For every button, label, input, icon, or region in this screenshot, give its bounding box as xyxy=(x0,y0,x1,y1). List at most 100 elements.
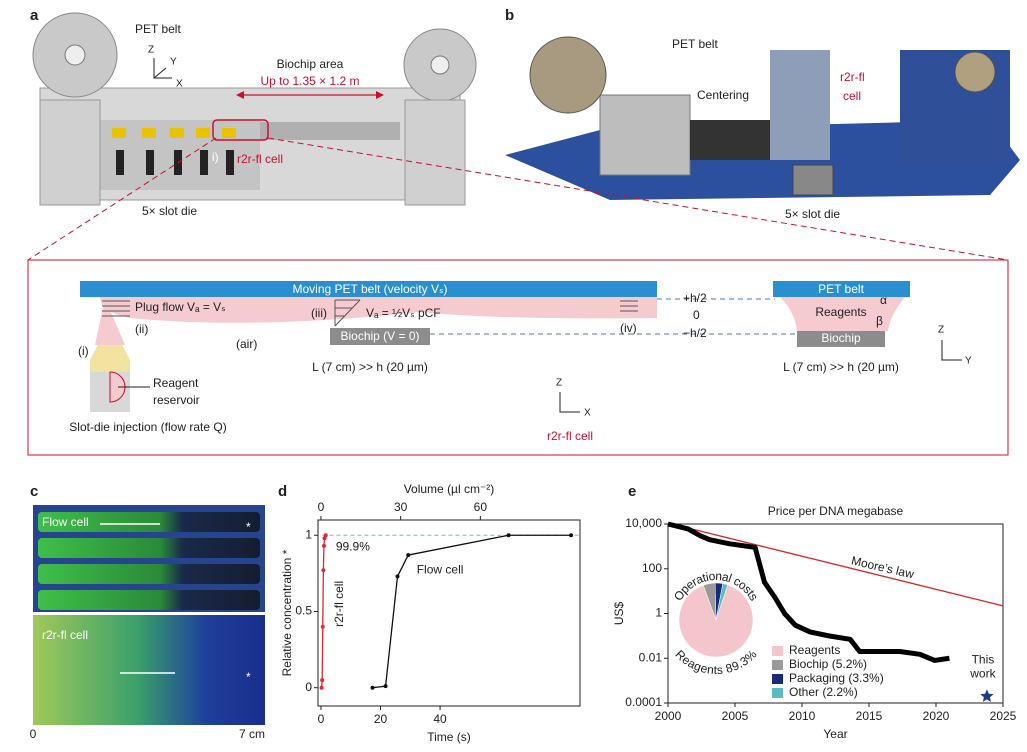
label: 5× slot die xyxy=(142,204,197,218)
this-work-label: This xyxy=(972,652,995,666)
label: * xyxy=(246,670,251,684)
y-tick-label: 0.0001 xyxy=(625,695,662,709)
axis-glyph-label: Y xyxy=(965,356,972,367)
annotation: 99.9% xyxy=(336,539,370,553)
label: Moving PET belt (velocity Vₛ) xyxy=(293,282,448,296)
connector xyxy=(267,137,1009,261)
scale-label: 7 cm xyxy=(239,727,265,741)
x-tick-label: 2015 xyxy=(856,709,883,723)
axis-glyph-label: X xyxy=(176,79,183,90)
series-label: Flow cell xyxy=(417,562,464,576)
scale-label: 0 xyxy=(30,727,37,741)
axis-glyph-label: X xyxy=(584,408,591,419)
y-tick-label: 0 xyxy=(305,680,312,694)
point xyxy=(406,553,411,558)
label: Slot-die injection (flow rate Q) xyxy=(69,420,226,434)
this-work-star xyxy=(980,689,994,702)
pie-slice xyxy=(715,583,729,621)
photo-c xyxy=(33,505,265,725)
label: Reagents xyxy=(815,305,866,319)
panel-label: c xyxy=(30,483,38,500)
x-tick-label: 20 xyxy=(374,712,388,726)
panel-label: e xyxy=(628,483,636,500)
series-line xyxy=(372,534,572,689)
pie-slice xyxy=(678,584,754,658)
plot-frame xyxy=(317,519,581,707)
photo-a xyxy=(32,12,477,206)
point xyxy=(320,678,325,683)
photo-b xyxy=(505,36,1020,200)
axis-glyph-label: Z xyxy=(938,325,944,336)
x2-tick-label: 0 xyxy=(318,500,325,514)
x-axis-title: Time (s) xyxy=(427,730,471,744)
x-axis-title: Year xyxy=(823,727,847,741)
x-tick-label: 0 xyxy=(318,712,325,726)
label: (i) xyxy=(78,344,89,358)
x-tick-label: 2025 xyxy=(990,709,1017,723)
label: (air) xyxy=(236,337,257,351)
label: Plug flow Vₐ = Vₛ xyxy=(135,300,226,314)
side-biochip xyxy=(797,331,885,347)
x2-axis-title: Volume (µl cm⁻²) xyxy=(404,482,495,496)
label: (iv) xyxy=(620,321,637,335)
label: reservoir xyxy=(153,393,200,407)
label: Biochip area xyxy=(277,57,344,71)
legend-swatch xyxy=(772,688,783,698)
point xyxy=(320,624,325,629)
label: Flow cell xyxy=(42,515,89,529)
panel-label: b xyxy=(505,7,514,24)
y-tick-label: 100 xyxy=(642,561,662,575)
point xyxy=(321,543,326,548)
legend-label: Biochip (5.2%) xyxy=(789,657,867,671)
label: r2r-fl cell xyxy=(237,152,283,166)
point xyxy=(506,533,511,538)
x2-tick-label: 30 xyxy=(394,500,408,514)
axis-glyph-label: Y xyxy=(170,57,177,68)
legend-swatch xyxy=(772,646,783,656)
axes-glyphs xyxy=(153,58,962,413)
y-tick-label: 1 xyxy=(305,527,312,541)
point xyxy=(370,685,375,690)
legend-swatch xyxy=(772,660,783,670)
label: L (7 cm) >> h (20 µm) xyxy=(312,360,428,374)
flow-arrows xyxy=(102,299,638,327)
label: L (7 cm) >> h (20 µm) xyxy=(783,360,899,374)
x2-tick-label: 60 xyxy=(474,500,488,514)
x-tick-label: 2010 xyxy=(789,709,816,723)
label: Up to 1.35 × 1.2 m xyxy=(260,74,359,88)
biochip xyxy=(330,328,430,345)
x-tick-label: 2020 xyxy=(923,709,950,723)
x-tick-label: 2005 xyxy=(722,709,749,723)
axis-glyph-label: Z xyxy=(556,378,562,389)
series-line xyxy=(320,535,327,688)
legend-swatch xyxy=(772,674,783,684)
belt xyxy=(80,281,657,297)
label: r2r-fl cell xyxy=(547,429,593,443)
y-tick-label: 10,000 xyxy=(625,516,662,530)
point xyxy=(321,568,326,573)
reagent-film xyxy=(100,297,657,323)
axis-glyph-label: Z xyxy=(148,45,154,56)
point xyxy=(323,533,328,538)
point xyxy=(395,574,400,579)
label: Centering xyxy=(697,88,749,102)
injection-stream xyxy=(95,298,125,345)
label: Reagent xyxy=(153,376,199,390)
label: i) xyxy=(212,150,219,164)
label: PET belt xyxy=(672,37,718,51)
y-axis-title: US$ xyxy=(612,602,626,626)
legend-label: Packaging (3.3%) xyxy=(789,671,884,685)
slot-die-head xyxy=(90,345,130,372)
label: * xyxy=(246,520,251,534)
panel-label: a xyxy=(30,7,39,24)
this-work-label: work xyxy=(969,666,996,680)
label: α xyxy=(880,293,887,307)
point xyxy=(322,536,327,541)
label: Biochip (V = 0) xyxy=(340,329,419,343)
x-tick-label: 40 xyxy=(433,712,447,726)
point xyxy=(383,684,388,689)
label: 5× slot die xyxy=(785,207,840,221)
y-tick-label: 0.01 xyxy=(639,650,663,664)
label: r2r-fl cell xyxy=(42,628,88,642)
